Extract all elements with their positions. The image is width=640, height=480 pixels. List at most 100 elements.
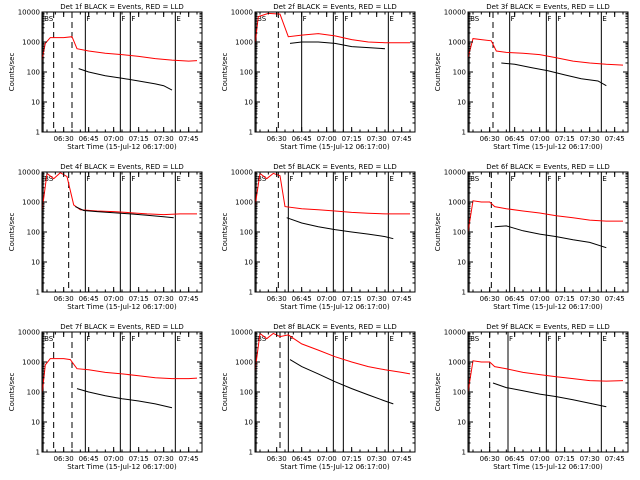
- x-axis-label: Start Time (15-Jul-12 06:17:00): [67, 303, 177, 311]
- x-tick-label: 07:00: [530, 135, 550, 143]
- series-events-line: [286, 217, 394, 240]
- x-tick-label: 07:00: [317, 135, 337, 143]
- y-tick-label: 1000: [448, 39, 466, 47]
- panel-title: Det 6f BLACK = Events, RED = LLD: [486, 163, 609, 171]
- x-tick-label: 07:30: [367, 295, 387, 303]
- y-tick-label: 10000: [18, 169, 40, 177]
- y-tick-label: 1000: [235, 199, 253, 207]
- x-tick-label: 07:45: [605, 295, 625, 303]
- x-tick-label: 06:45: [505, 455, 525, 463]
- marker-label: F: [547, 15, 551, 23]
- x-tick-label: 07:30: [154, 455, 174, 463]
- x-tick-label: 06:30: [267, 135, 287, 143]
- panel-title: Det 9f BLACK = Events, RED = LLD: [486, 323, 609, 331]
- x-tick-label: 07:30: [367, 135, 387, 143]
- marker-label: E: [176, 15, 180, 23]
- y-tick-label: 10000: [231, 9, 253, 17]
- marker-label: F: [547, 335, 551, 343]
- x-tick-label: 06:45: [505, 295, 525, 303]
- x-tick-label: 06:45: [79, 135, 99, 143]
- marker-label: E: [389, 15, 393, 23]
- x-tick-label: 07:45: [392, 455, 412, 463]
- x-axis-label: Start Time (15-Jul-12 06:17:00): [493, 463, 603, 471]
- x-axis-label: Start Time (15-Jul-12 06:17:00): [280, 143, 390, 151]
- series-lld-line: [468, 360, 624, 393]
- y-tick-label: 10: [457, 259, 466, 267]
- x-tick-label: 06:45: [505, 135, 525, 143]
- y-tick-label: 10: [457, 99, 466, 107]
- x-tick-label: 07:15: [555, 455, 575, 463]
- plot-frame: [254, 11, 416, 133]
- marker-label: F: [86, 175, 90, 183]
- panel-title: Det 7f BLACK = Events, RED = LLD: [60, 323, 183, 331]
- series-events-line: [76, 388, 173, 409]
- marker-label: F: [121, 175, 125, 183]
- x-tick-label: 06:30: [54, 295, 74, 303]
- series-events-line: [78, 68, 173, 91]
- y-tick-label: 10000: [231, 169, 253, 177]
- marker-label: F: [557, 15, 561, 23]
- series-events-line: [501, 62, 607, 87]
- y-axis-label: Counts/sec: [221, 213, 229, 252]
- x-tick-label: 06:30: [267, 295, 287, 303]
- x-tick-label: 07:30: [580, 135, 600, 143]
- marker-label: BS: [44, 15, 54, 23]
- marker-label: BS: [44, 175, 54, 183]
- x-tick-label: 06:30: [54, 455, 74, 463]
- x-tick-label: 07:45: [392, 135, 412, 143]
- y-tick-label: 10: [31, 259, 40, 267]
- y-axis-label: Counts/sec: [434, 53, 442, 92]
- y-tick-label: 100: [240, 69, 253, 77]
- series-lld-line: [42, 172, 197, 216]
- y-tick-label: 1: [249, 129, 253, 137]
- x-tick-label: 07:30: [580, 455, 600, 463]
- x-tick-label: 07:15: [129, 135, 149, 143]
- marker-label: E: [389, 175, 393, 183]
- y-tick-label: 1: [462, 129, 466, 137]
- y-tick-label: 1000: [235, 39, 253, 47]
- marker-label: E: [389, 335, 393, 343]
- series-lld-line: [255, 172, 410, 215]
- marker-label: F: [547, 175, 551, 183]
- marker-label: F: [511, 15, 515, 23]
- marker-label: BS: [470, 15, 480, 23]
- plot-frame: [467, 331, 629, 453]
- x-tick-label: 07:15: [129, 295, 149, 303]
- y-tick-label: 100: [453, 69, 466, 77]
- panel-title: Det 1f BLACK = Events, RED = LLD: [60, 3, 183, 11]
- marker-label: E: [176, 175, 180, 183]
- series-lld-line: [468, 200, 623, 233]
- x-tick-label: 06:30: [54, 135, 74, 143]
- marker-label: F: [344, 175, 348, 183]
- y-tick-label: 10: [31, 419, 40, 427]
- y-tick-label: 1000: [22, 199, 40, 207]
- marker-label: F: [121, 15, 125, 23]
- y-tick-label: 100: [27, 389, 40, 397]
- marker-label: BS: [470, 335, 480, 343]
- x-tick-label: 07:15: [342, 135, 362, 143]
- y-tick-label: 100: [27, 229, 40, 237]
- y-tick-label: 10000: [231, 329, 253, 337]
- plot-frame: [467, 171, 629, 293]
- y-axis-label: Counts/sec: [434, 373, 442, 412]
- y-tick-label: 10000: [18, 329, 40, 337]
- y-tick-label: 10000: [444, 169, 466, 177]
- y-tick-label: 10: [244, 99, 253, 107]
- y-tick-label: 10: [244, 419, 253, 427]
- marker-label: F: [511, 175, 515, 183]
- marker-label: E: [602, 335, 606, 343]
- y-axis-label: Counts/sec: [434, 213, 442, 252]
- marker-label: F: [131, 15, 135, 23]
- y-axis-label: Counts/sec: [221, 373, 229, 412]
- x-axis-label: Start Time (15-Jul-12 06:17:00): [280, 463, 390, 471]
- plot-frame: [467, 11, 629, 133]
- series-events-line: [492, 382, 607, 408]
- marker-label: BS: [257, 335, 267, 343]
- marker-label: F: [86, 335, 90, 343]
- marker-label: F: [557, 175, 561, 183]
- plot-frame: [254, 331, 416, 453]
- y-tick-label: 1: [36, 129, 40, 137]
